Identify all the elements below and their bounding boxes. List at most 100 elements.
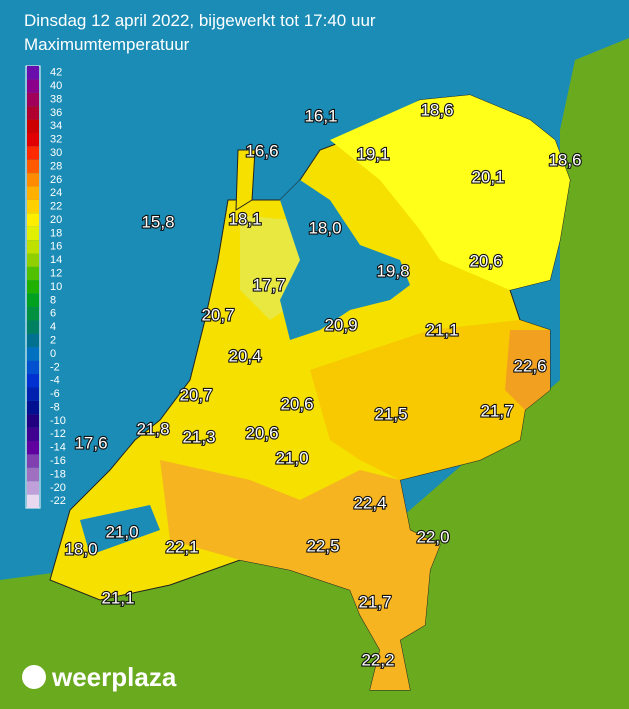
scheldt xyxy=(80,505,160,555)
east-zone xyxy=(310,320,550,480)
legend-swatch xyxy=(27,146,39,160)
temperature-label: 18,1 xyxy=(228,209,261,228)
temperature-label: 22,5 xyxy=(306,536,339,555)
temperature-label: 20,9 xyxy=(324,315,357,334)
temperature-label: 21,0 xyxy=(105,522,138,541)
north-zone xyxy=(330,95,570,290)
legend-label: 40 xyxy=(50,80,62,92)
subtitle: Maximumtemperatuur xyxy=(24,35,190,54)
legend-swatch xyxy=(27,481,39,495)
temperature-label: 20,6 xyxy=(280,394,313,413)
texel xyxy=(235,149,256,211)
legend-swatch xyxy=(27,66,39,80)
temperature-label: 21,0 xyxy=(275,448,308,467)
temperature-label: 22,0 xyxy=(416,527,449,546)
temperature-label: 18,6 xyxy=(420,100,453,119)
legend-swatch xyxy=(27,132,39,147)
legend-label: -18 xyxy=(50,468,66,480)
temperature-label: 21,3 xyxy=(182,427,215,446)
logo: weerplaza xyxy=(51,662,177,692)
temperature-label: 20,4 xyxy=(228,346,261,365)
legend-swatch xyxy=(27,360,39,375)
legend-label: 0 xyxy=(50,348,56,360)
temperature-label: 21,7 xyxy=(358,592,391,611)
legend-label: 6 xyxy=(50,308,56,320)
legend-label: -12 xyxy=(50,428,66,440)
legend-label: -4 xyxy=(50,375,60,387)
legend-swatch xyxy=(27,374,39,388)
temperature-label: 22,6 xyxy=(513,356,546,375)
temperature-label: 20,7 xyxy=(201,305,234,324)
legend-swatch xyxy=(27,173,39,187)
legend-label: 28 xyxy=(50,160,62,172)
temperature-label: 18,6 xyxy=(548,150,581,169)
legend-label: -6 xyxy=(50,388,60,400)
legend-swatch xyxy=(27,280,39,294)
south-zone xyxy=(160,460,440,690)
legend-swatch xyxy=(27,213,39,227)
legend-swatch xyxy=(27,333,39,348)
legend-label: 30 xyxy=(50,147,62,159)
temperature-label: 22,4 xyxy=(353,493,386,512)
temperature-label: 19,1 xyxy=(356,144,389,163)
legend-label: -10 xyxy=(50,415,66,427)
temperature-label: 21,5 xyxy=(374,404,407,423)
legend-swatch xyxy=(27,226,39,241)
legend-label: -22 xyxy=(50,495,66,507)
legend-label: -20 xyxy=(50,482,66,494)
logo-icon xyxy=(22,665,46,689)
legend-label: -8 xyxy=(50,401,60,413)
hot-zone xyxy=(505,330,550,410)
temperature-label: 17,7 xyxy=(252,275,285,294)
legend-swatch xyxy=(27,441,39,455)
temperature-label: 20,6 xyxy=(245,423,278,442)
legend-swatch xyxy=(27,186,39,200)
legend-label: 14 xyxy=(50,254,62,266)
legend-label: 38 xyxy=(50,93,62,105)
temperature-label: 15,8 xyxy=(141,212,174,231)
temperature-label: 22,1 xyxy=(165,537,198,556)
legend-label: -16 xyxy=(50,455,66,467)
legend-label: 16 xyxy=(50,241,62,253)
legend-label: 24 xyxy=(50,187,62,199)
title: Dinsdag 12 april 2022, bijgewerkt tot 17… xyxy=(24,11,376,30)
legend-label: 36 xyxy=(50,107,62,119)
legend-swatch xyxy=(27,119,39,133)
legend-swatch xyxy=(27,106,39,120)
temperature-label: 19,8 xyxy=(376,261,409,280)
legend-label: 22 xyxy=(50,201,62,213)
legend-swatch xyxy=(27,414,39,428)
legend-swatch xyxy=(27,199,39,214)
legend-label: 34 xyxy=(50,120,62,132)
legend-label: 12 xyxy=(50,268,62,280)
temperature-label: 20,7 xyxy=(179,385,212,404)
temperature-label: 20,6 xyxy=(469,251,502,270)
temperature-label: 17,6 xyxy=(74,433,107,452)
legend-label: 20 xyxy=(50,214,62,226)
neighbour-land xyxy=(0,38,629,709)
legend-swatch xyxy=(27,387,39,401)
legend-label: 2 xyxy=(50,334,56,346)
legend-label: -2 xyxy=(50,361,60,373)
ijsselmeer xyxy=(280,180,410,340)
legend-label: 32 xyxy=(50,134,62,146)
temperature-label: 21,1 xyxy=(425,320,458,339)
temperature-label: 18,0 xyxy=(64,539,97,558)
legend-label: 10 xyxy=(50,281,62,293)
temperature-label: 18,0 xyxy=(308,218,341,237)
legend-label: 42 xyxy=(50,67,62,79)
legend-swatch xyxy=(27,293,39,308)
legend-label: 18 xyxy=(50,227,62,239)
temperature-label: 16,1 xyxy=(304,106,337,125)
legend-swatch xyxy=(27,320,39,334)
temperature-label: 21,8 xyxy=(136,419,169,438)
legend-label: 8 xyxy=(50,294,56,306)
legend-swatch xyxy=(27,467,39,482)
temperature-label: 22,2 xyxy=(361,650,394,669)
legend-swatch xyxy=(27,427,39,442)
temperature-label: 21,1 xyxy=(101,588,134,607)
temperature-label: 21,7 xyxy=(480,401,513,420)
legend-swatch xyxy=(27,347,39,361)
legend-swatch xyxy=(27,159,39,174)
